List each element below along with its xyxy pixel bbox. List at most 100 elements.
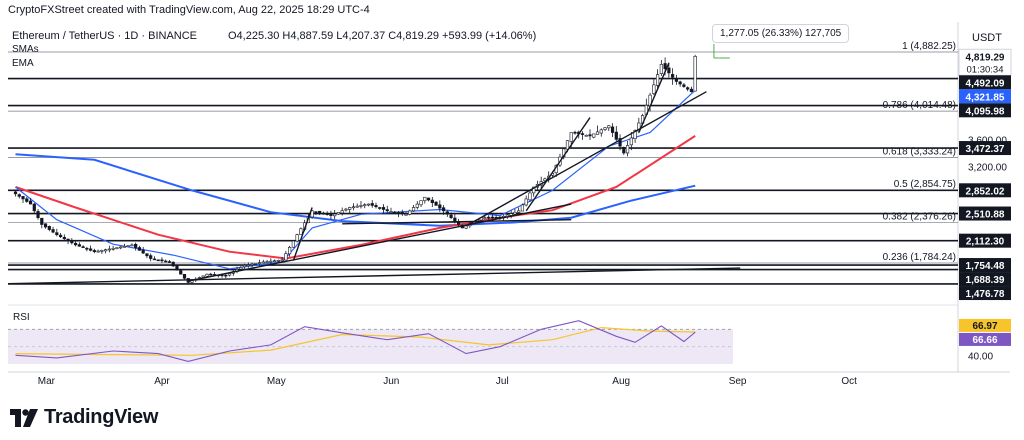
rsi-label: RSI <box>13 312 30 323</box>
candle-body <box>607 125 611 129</box>
price-tag <box>959 141 1011 156</box>
fib-label: 0.5 (2,854.75) <box>894 179 956 190</box>
tradingview-brand: TradingView <box>44 406 159 428</box>
candle-body <box>310 210 314 218</box>
candle-body <box>588 134 592 137</box>
candle-body <box>13 191 18 195</box>
candle-body <box>205 273 209 277</box>
candle-body <box>295 234 299 242</box>
candle-body <box>483 217 487 219</box>
candle-body <box>686 87 690 90</box>
rsi-tag <box>959 332 1011 346</box>
candle-body <box>374 205 378 208</box>
candle-body <box>509 213 513 216</box>
candle-body <box>370 203 374 206</box>
rsi-axis-tick: 40.00 <box>968 351 993 362</box>
indicator-smas-label[interactable]: SMAs <box>12 44 39 55</box>
candle-body <box>73 242 78 246</box>
time-axis-label: Sep <box>729 376 747 387</box>
candle-body <box>419 200 423 206</box>
candle-body <box>265 261 269 263</box>
candle-body <box>314 211 318 213</box>
rsi-ma-value: 66.97 <box>972 321 997 332</box>
countdown-label: 01:30:34 <box>967 64 1004 75</box>
time-axis-label: May <box>267 376 286 387</box>
price-tag-label: 4,819.29 <box>966 52 1005 63</box>
candle-body <box>610 126 615 133</box>
candle-body <box>141 249 145 254</box>
candle-body <box>573 131 577 134</box>
candle-body <box>28 200 33 205</box>
candle-body <box>149 255 153 259</box>
candle-body <box>40 217 44 225</box>
price-tag <box>958 48 1012 76</box>
trendline <box>638 62 670 133</box>
candle-body <box>629 137 633 146</box>
candle-body <box>145 253 149 257</box>
candle-body <box>415 203 419 208</box>
currency-label[interactable]: USDT <box>972 32 1002 44</box>
candle-body <box>599 129 603 134</box>
candle-body <box>318 210 322 214</box>
candle-body <box>137 247 142 251</box>
price-tag <box>959 103 1011 118</box>
candle-body <box>532 186 536 194</box>
candle-body <box>111 248 115 250</box>
indicator-ema-label[interactable]: EMA <box>12 58 34 69</box>
candle-body <box>242 265 247 268</box>
price-tag-label: 2,852.02 <box>966 186 1005 197</box>
candle-body <box>453 217 457 222</box>
candle-body <box>254 263 258 265</box>
candle-body <box>336 212 341 215</box>
measure-tooltip: 1,277.05 (26.33%) 127,705 <box>712 24 850 43</box>
candle-body <box>47 226 51 230</box>
candle-body <box>622 146 626 154</box>
candle-body <box>66 238 70 242</box>
candle-body <box>490 216 494 219</box>
candle-body <box>21 196 25 200</box>
candle-body <box>152 258 157 261</box>
candle-body <box>115 247 119 249</box>
ema-line <box>15 89 696 270</box>
price-axis-tick: 3,200.00 <box>968 163 1007 174</box>
trendline <box>342 219 572 225</box>
candle-body <box>663 63 667 69</box>
candle-body <box>167 261 172 263</box>
candle-body <box>55 232 59 236</box>
price-axis-tick: 3,600.00 <box>968 135 1007 146</box>
candle-body <box>89 248 93 251</box>
symbol-title[interactable]: Ethereum / TetherUS · 1D · BINANCE <box>12 30 198 42</box>
price-tag-label: 1,476.78 <box>966 289 1005 300</box>
price-tag <box>959 206 1011 221</box>
trendline <box>292 207 313 261</box>
candle-body <box>25 198 29 202</box>
rsi-ma-line <box>15 326 696 356</box>
candle-body <box>400 212 404 214</box>
trendline <box>7 267 741 285</box>
candle-body <box>104 249 108 252</box>
candle-body <box>201 275 205 278</box>
price-tag-label: 3,472.37 <box>966 144 1005 155</box>
candle-body <box>175 265 179 271</box>
chart-credit: CryptoFXStreet created with TradingView.… <box>8 4 370 16</box>
rsi-value: 66.66 <box>972 335 997 346</box>
candle-body <box>119 246 123 249</box>
trendline <box>525 117 591 212</box>
candle-body <box>284 253 288 261</box>
candle-body <box>513 211 517 215</box>
candle-body <box>269 260 273 263</box>
candle-body <box>239 267 243 270</box>
candle-body <box>77 244 81 247</box>
candle-body <box>171 261 175 267</box>
candle-body <box>592 133 596 138</box>
candle-body <box>517 210 521 213</box>
candle-body <box>85 247 89 250</box>
candle-body <box>569 132 573 142</box>
candle-body <box>179 270 183 275</box>
tradingview-logo[interactable]: TradingView <box>10 406 158 429</box>
candle-body <box>227 273 232 276</box>
candle-body <box>381 207 386 210</box>
candle-body <box>378 207 382 209</box>
candles <box>13 54 697 285</box>
